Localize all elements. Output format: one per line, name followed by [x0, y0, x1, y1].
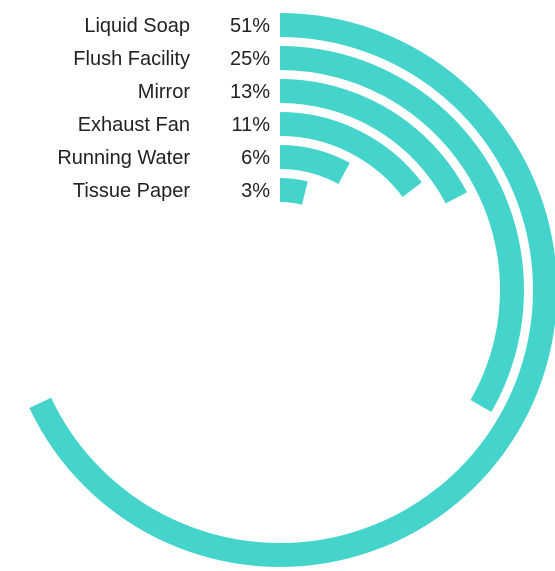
bar-flush-facility: [279, 46, 524, 412]
category-label-tissue-paper: Tissue Paper: [73, 180, 190, 202]
value-label-liquid-soap: 51%: [230, 15, 270, 37]
bar-liquid-soap: [29, 13, 555, 567]
category-label-running-water: Running Water: [57, 147, 190, 169]
bar-running-water: [279, 145, 350, 185]
labels-group: 51% Liquid Soap 25% Flush Facility 13% Mirror…: [57, 15, 270, 202]
category-label-exhaust-fan: Exhaust Fan: [78, 114, 190, 136]
value-label-exhaust-fan: 11%: [231, 114, 270, 136]
category-label-flush-facility: Flush Facility: [73, 48, 190, 70]
value-label-tissue-paper: 3%: [241, 180, 270, 202]
bar-exhaust-fan: [279, 112, 422, 198]
bars-group: [29, 13, 555, 567]
category-label-mirror: Mirror: [138, 81, 191, 103]
value-label-flush-facility: 25%: [230, 48, 270, 70]
bar-mirror: [279, 79, 467, 204]
value-label-mirror: 13%: [230, 81, 270, 103]
bar-tissue-paper: [279, 178, 308, 205]
value-label-running-water: 6%: [241, 147, 270, 169]
category-label-liquid-soap: Liquid Soap: [84, 15, 190, 37]
